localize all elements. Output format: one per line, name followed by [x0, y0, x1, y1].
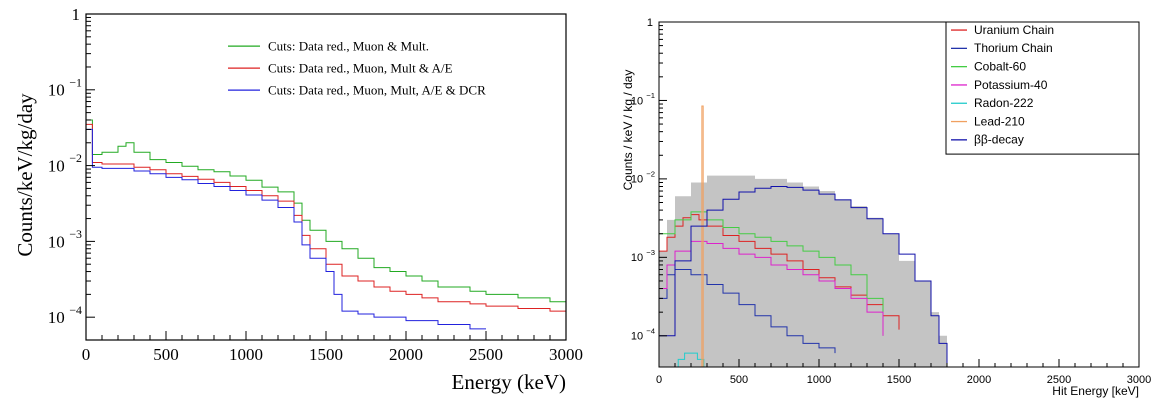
right-series-line-radon-222	[671, 352, 705, 368]
right-y-tick-label: 10	[631, 174, 643, 186]
right-y-tick-label: 1	[647, 17, 653, 29]
right-x-tick-label: 2500	[1047, 374, 1071, 386]
right-x-tick-label: 1500	[887, 374, 911, 386]
right-y-tick-exponent: −4	[646, 327, 655, 336]
right-y-tick-label: 10	[631, 331, 643, 343]
left-y-tick-exponent: −3	[69, 227, 82, 241]
left-y-tick-label: 10	[48, 308, 65, 327]
right-x-tick-label: 500	[730, 374, 748, 386]
left-y-tick-label: 1	[72, 5, 81, 24]
right-legend-label: ββ-decay	[974, 133, 1024, 147]
right-x-tick-label: 0	[656, 374, 662, 386]
left-x-tick-label: 3000	[549, 345, 583, 364]
right-series-line-decay	[659, 185, 948, 367]
right-legend-label: Thorium Chain	[974, 41, 1053, 55]
right-legend-label: Lead-210	[974, 114, 1025, 128]
left-y-axis-label: Counts/keV/kg/day	[13, 93, 37, 257]
right-legend-box	[945, 21, 1140, 155]
right-x-tick-label: 2000	[967, 374, 991, 386]
left-legend-label: Cuts: Data red., Muon, Mult, A/E & DCR	[268, 82, 486, 97]
left-x-tick-label: 2000	[389, 345, 423, 364]
left-y-tick-exponent: −4	[69, 303, 82, 317]
left-y-tick-exponent: −1	[69, 75, 82, 89]
left-x-tick-label: 0	[82, 345, 91, 364]
right-legend-label: Uranium Chain	[974, 23, 1054, 37]
left-x-tick-label: 2500	[469, 345, 503, 364]
right-y-tick-label: 10	[631, 252, 643, 264]
left-legend-label: Cuts: Data red., Muon, Mult & A/E	[268, 60, 453, 75]
left-series-line-cuts-data-red-muon-mult-a-e-dcr	[86, 128, 486, 330]
right-x-tick-label: 3000	[1127, 374, 1151, 386]
left-y-tick-label: 10	[48, 81, 65, 100]
left-x-axis-label: Energy (keV)	[452, 370, 567, 394]
left-series-line-cuts-data-red-muon-mult	[86, 119, 566, 303]
right-legend-label: Radon-222	[974, 96, 1034, 110]
left-y-tick-exponent: −2	[69, 151, 82, 165]
left-x-tick-label: 500	[153, 345, 179, 364]
left-series-line-cuts-data-red-muon-mult-a-e	[86, 123, 566, 312]
right-legend-label: Potassium-40	[974, 78, 1048, 92]
left-x-tick-label: 1000	[229, 345, 263, 364]
right-x-tick-label: 1000	[807, 374, 831, 386]
right-y-axis-label: Counts / keV / kg / day	[621, 70, 635, 191]
right-y-tick-exponent: −3	[646, 248, 655, 257]
right-x-axis-label: Hit Energy [keV]	[1052, 384, 1139, 398]
right-y-tick-label: 10	[631, 95, 643, 107]
left-legend-label: Cuts: Data red., Muon & Mult.	[268, 38, 429, 53]
left-y-tick-label: 10	[48, 232, 65, 251]
right-y-tick-exponent: −2	[646, 170, 655, 179]
right-legend-label: Cobalt-60	[974, 59, 1026, 73]
left-y-tick-label: 10	[48, 157, 65, 176]
left-x-tick-label: 1500	[309, 345, 343, 364]
right-y-tick-exponent: −1	[646, 91, 655, 100]
